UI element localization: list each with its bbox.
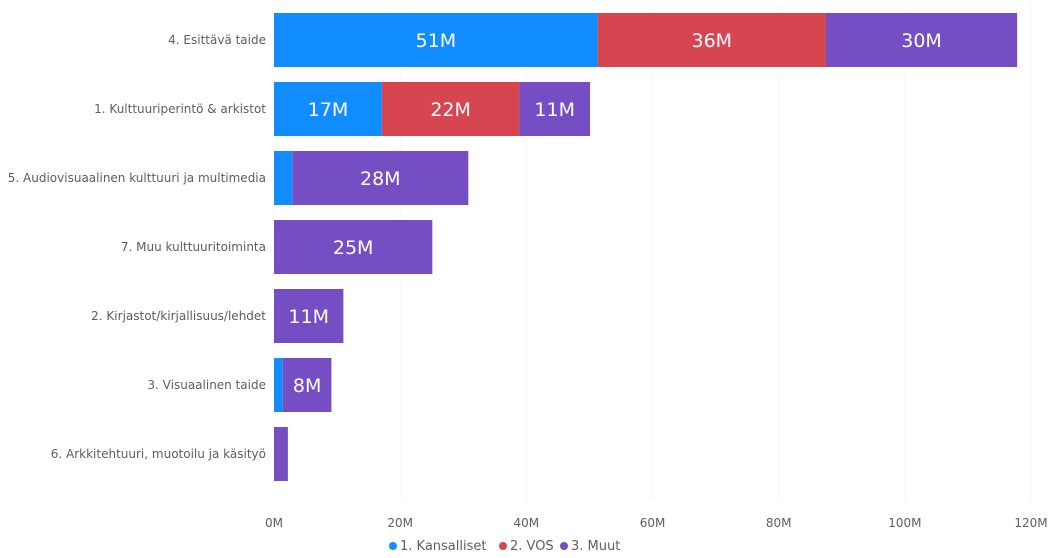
bar-segment[interactable] xyxy=(274,13,598,67)
data-label: 36M xyxy=(692,30,733,52)
data-label: 11M xyxy=(534,99,575,121)
x-tick-label: 20M xyxy=(387,516,413,530)
category-label: 4. Esittävä taide xyxy=(168,33,266,47)
data-label: 11M xyxy=(288,306,329,328)
legend: 1. Kansalliset 2. VOS 3. Muut xyxy=(389,539,620,554)
x-tick-label: 80M xyxy=(766,516,792,530)
x-tick-label: 100M xyxy=(888,516,921,530)
category-label: 3. Visuaalinen taide xyxy=(147,378,266,392)
legend-marker xyxy=(499,542,507,550)
bar-segment[interactable] xyxy=(274,151,293,205)
bar-segment[interactable] xyxy=(292,151,469,205)
data-label: 28M xyxy=(360,168,401,190)
category-label: 6. Arkkitehtuuri, muotoilu ja käsityö xyxy=(51,447,266,461)
bar-segment[interactable] xyxy=(274,220,433,274)
category-label: 7. Muu kulttuuritoiminta xyxy=(121,240,266,254)
data-label: 8M xyxy=(293,375,321,397)
category-label: 5. Audiovisuaalinen kulttuuri ja multime… xyxy=(8,171,266,185)
bar-segment[interactable] xyxy=(381,82,520,136)
bar-segment[interactable] xyxy=(597,13,826,67)
bar-segment[interactable] xyxy=(274,358,283,412)
legend-marker xyxy=(560,542,568,550)
x-tick-label: 40M xyxy=(514,516,540,530)
category-label: 2. Kirjastot/kirjallisuus/lehdet xyxy=(91,309,266,323)
bar-segment[interactable] xyxy=(282,358,332,412)
bar-segment[interactable] xyxy=(274,427,288,481)
x-tick-label: 120M xyxy=(1014,516,1047,530)
bar-segment[interactable] xyxy=(274,82,382,136)
legend-label: 3. Muut xyxy=(571,539,620,554)
data-label: 17M xyxy=(308,99,349,121)
data-label: 30M xyxy=(901,30,942,52)
x-tick-label: 0M xyxy=(265,516,283,530)
legend-label: 2. VOS xyxy=(510,539,554,554)
x-tick-label: 60M xyxy=(640,516,666,530)
bar-segment[interactable] xyxy=(519,82,591,136)
bar-segment[interactable] xyxy=(825,13,1018,67)
data-label: 51M xyxy=(416,30,457,52)
bar-segment[interactable] xyxy=(274,289,344,343)
data-label: 22M xyxy=(430,99,471,121)
legend-marker xyxy=(389,542,397,550)
legend-label: 1. Kansalliset xyxy=(400,539,486,554)
gridlines xyxy=(399,5,1032,500)
category-label: 1. Kulttuuriperintö & arkistot xyxy=(94,102,266,116)
data-label: 25M xyxy=(333,237,374,259)
x-axis-ticks: 0M 20M 40M 60M 80M 100M 120M xyxy=(265,516,1048,530)
category-labels: 4. Esittävä taide 1. Kulttuuriperintö & a… xyxy=(8,33,267,461)
bars: 51M 36M 30M 17M 22M 11M 28M 25M 11M 8M xyxy=(274,13,1018,481)
